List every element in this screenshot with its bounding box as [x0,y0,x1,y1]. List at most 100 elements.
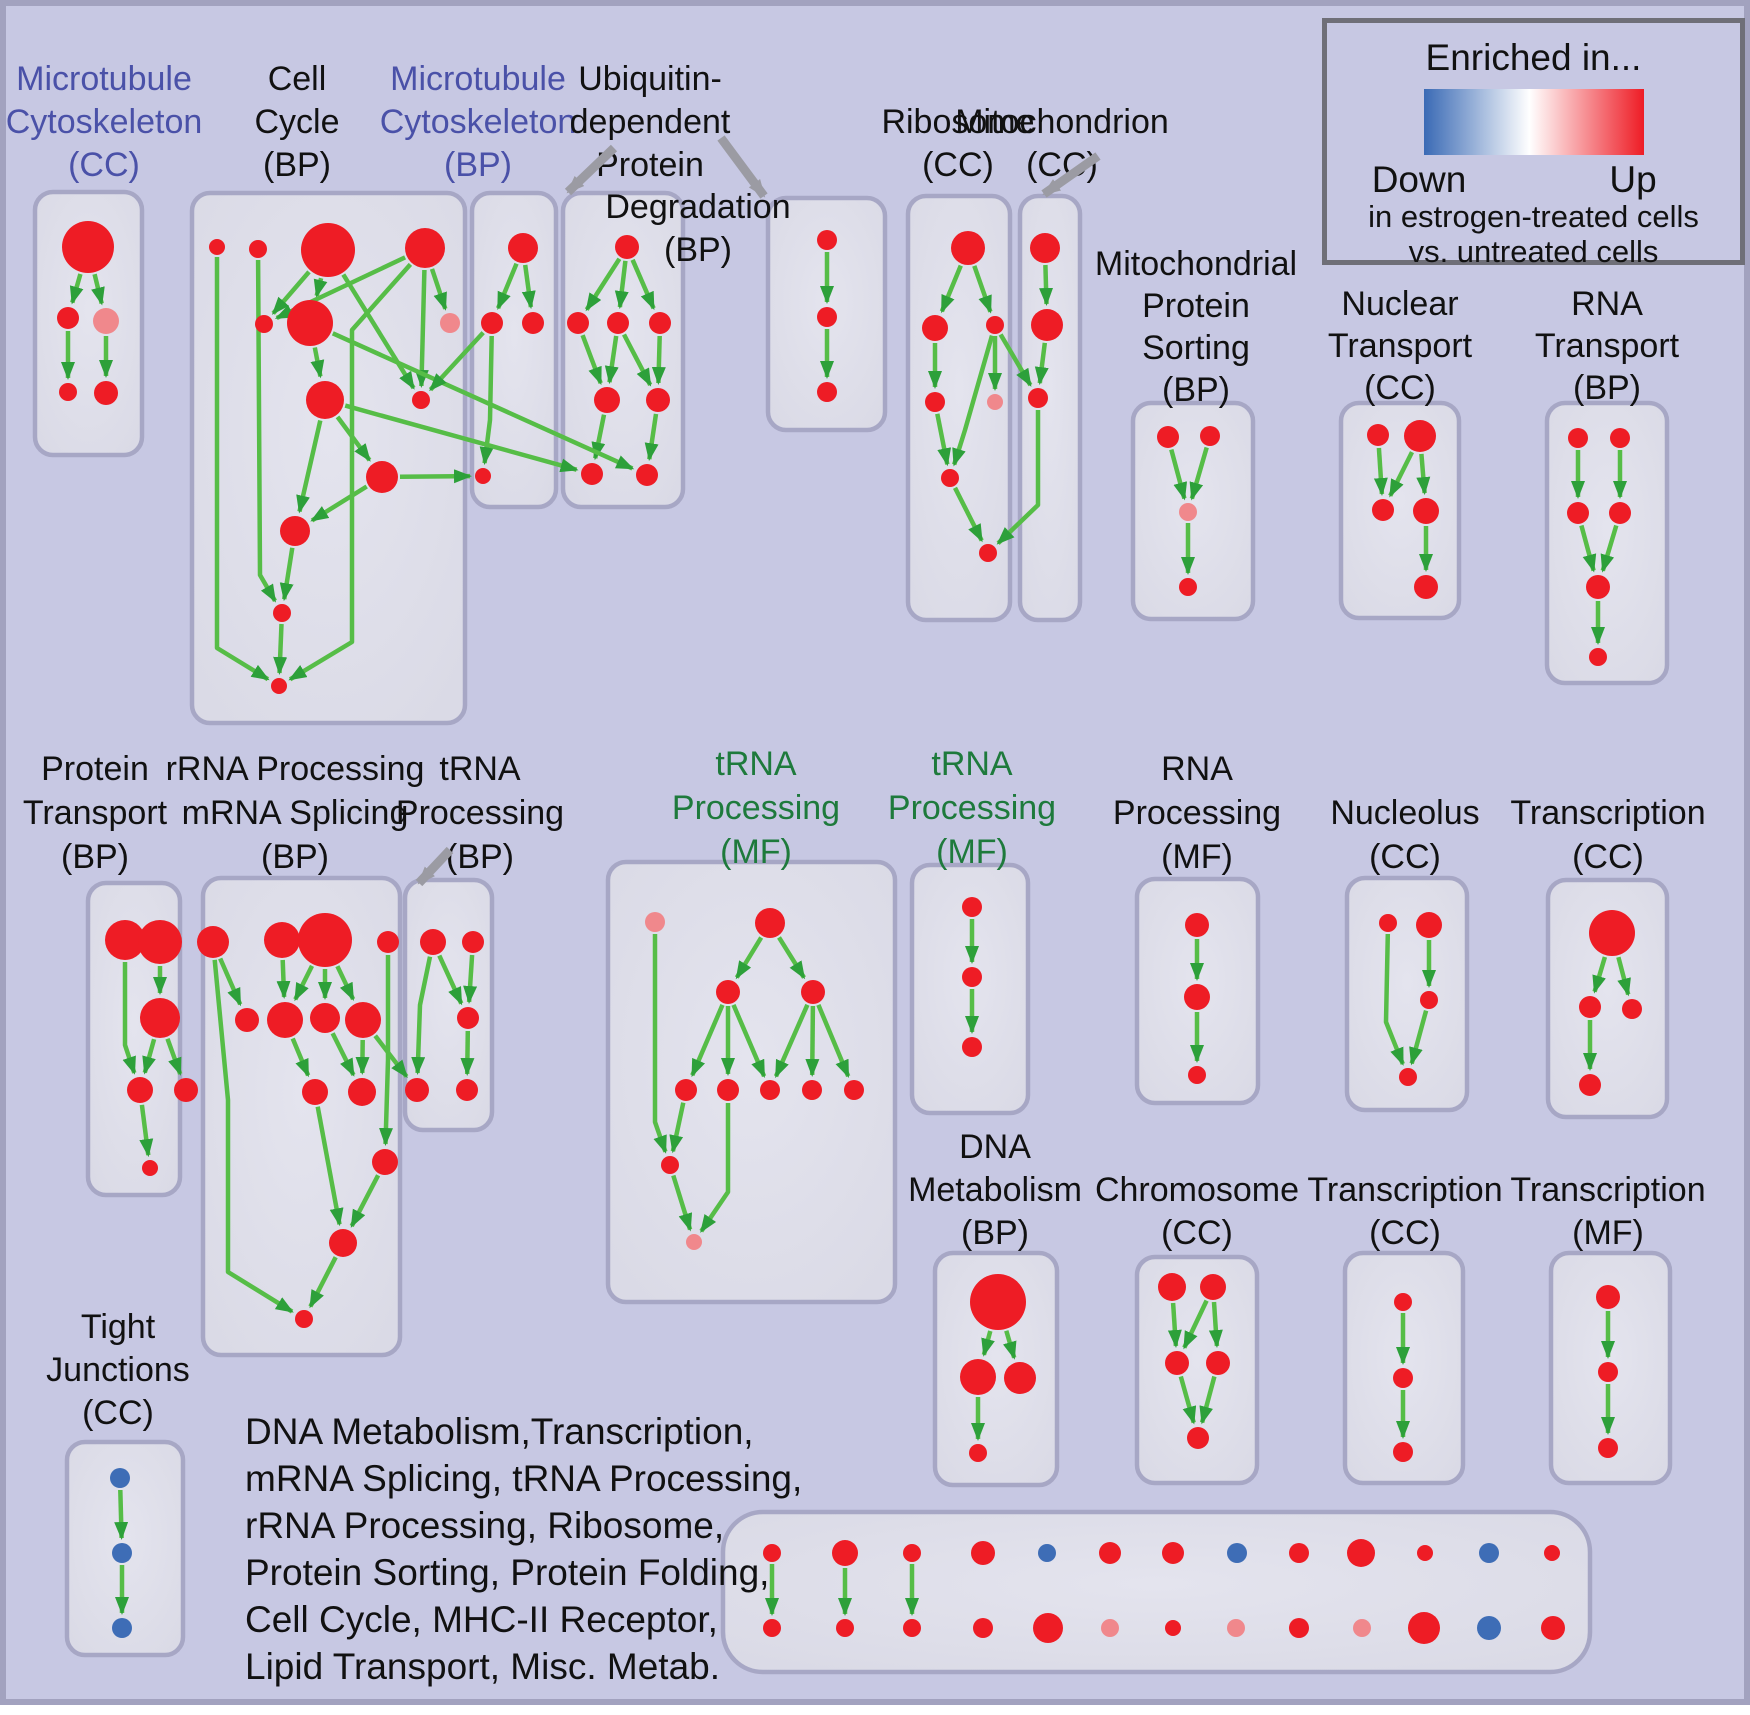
edge [165,1037,183,1076]
node-red [925,392,945,412]
nucleolus-cc [1344,875,1470,1113]
edge [1167,1302,1182,1348]
node-red [962,967,982,987]
ubiquitin-degradation-bp-1 [560,190,686,510]
node-red [1004,1362,1036,1394]
legend-subtitle-2: vs. untreated cells [1408,234,1659,269]
ubiquitin-degradation-bp-2 [765,195,888,433]
node-red [941,469,959,487]
node-red [817,230,837,250]
edge [139,1104,154,1158]
node-red [1567,502,1589,524]
node-red [960,1359,996,1395]
edge [341,273,416,390]
node-red [462,931,484,953]
edge [1383,933,1405,1066]
node-red [1379,914,1397,932]
edge [1616,956,1631,997]
node-red [649,312,671,334]
node-red [1179,578,1197,596]
node-red [1188,1066,1206,1084]
node-red [962,897,982,917]
edge [315,1106,344,1227]
group-box [1338,400,1462,621]
group-label-cell-cycle-bp: Cell Cycle (BP) [254,60,339,184]
edge [1034,342,1049,386]
edge [604,335,619,385]
edge [1189,446,1209,501]
edge [651,335,666,385]
ribosome-cc [905,193,1013,623]
node-red [1393,1442,1413,1462]
node-red [1200,426,1220,446]
node-pink [987,394,1003,410]
edge [91,273,105,306]
legend-up-label: Up [1609,159,1657,200]
node-red [970,1274,1026,1330]
node-red [1541,1616,1565,1640]
edge [777,936,806,980]
node-red [412,391,430,409]
edge [479,335,494,466]
group-label-mitochondrial-protein-sorting-bp: Mitochondrial Protein Sorting (BP) [1095,245,1297,409]
chromosome-cc [1134,1254,1260,1486]
edge [496,262,519,311]
node-red [801,980,825,1004]
node-blue [1038,1544,1056,1562]
edge [614,260,629,310]
legend: Enriched in... Down Up in estrogen-treat… [1322,18,1745,269]
edge [276,959,291,999]
node-red [405,228,445,268]
node-red [1598,1362,1618,1382]
group-label-trna-processing-mf-small: tRNA Processing (MF) [888,745,1056,871]
edge [1039,264,1054,306]
node-red [140,998,180,1038]
node-red [581,463,603,485]
edge [1416,453,1431,496]
group-label-nuclear-transport-cc: Nuclear Transport (CC) [1328,285,1473,407]
group-label-ribosome-cc: Ribosome (CC) [881,103,1034,184]
edge [310,347,325,379]
node-red [817,382,837,402]
node-red [594,387,620,413]
node-red [675,1079,697,1101]
edge [1373,447,1388,496]
edge [584,257,622,312]
group-label-transcription-mf: Transcription (MF) [1510,1171,1705,1252]
edge [313,277,328,298]
transcription-cc-row2 [1545,877,1670,1120]
edge [1592,956,1608,994]
edge [952,486,984,543]
edge [773,1003,810,1079]
node-red [1347,1539,1375,1567]
node-red [59,383,77,401]
node-blue [1477,1616,1501,1640]
edge [212,959,294,1314]
edge [622,333,653,387]
node-blue [112,1543,132,1563]
rna-transport-bp [1544,400,1670,686]
edge [218,957,243,1007]
node-red [1200,1274,1226,1300]
node-red [105,920,145,960]
node-red [420,929,446,955]
group-label-protein-transport-bp: Protein Transport (BP) [23,750,168,876]
transcription-mf [1548,1250,1673,1486]
node-red [1367,424,1389,446]
edge [344,403,579,473]
edge [288,262,413,682]
edge [214,257,270,682]
node-red [1393,1368,1413,1388]
group-box [1017,193,1083,623]
group-label-chromosome-cc: Chromosome (CC) [1095,1171,1299,1252]
node-pink [440,313,460,333]
node-red [197,926,229,958]
edge [373,1034,409,1079]
dna-metabolism-bp [932,1250,1060,1488]
node-pink [686,1234,702,1250]
node-red [1579,996,1601,1018]
node-red [366,461,398,493]
node-red [1413,498,1439,524]
edge [114,1489,129,1540]
edge [652,934,668,1154]
